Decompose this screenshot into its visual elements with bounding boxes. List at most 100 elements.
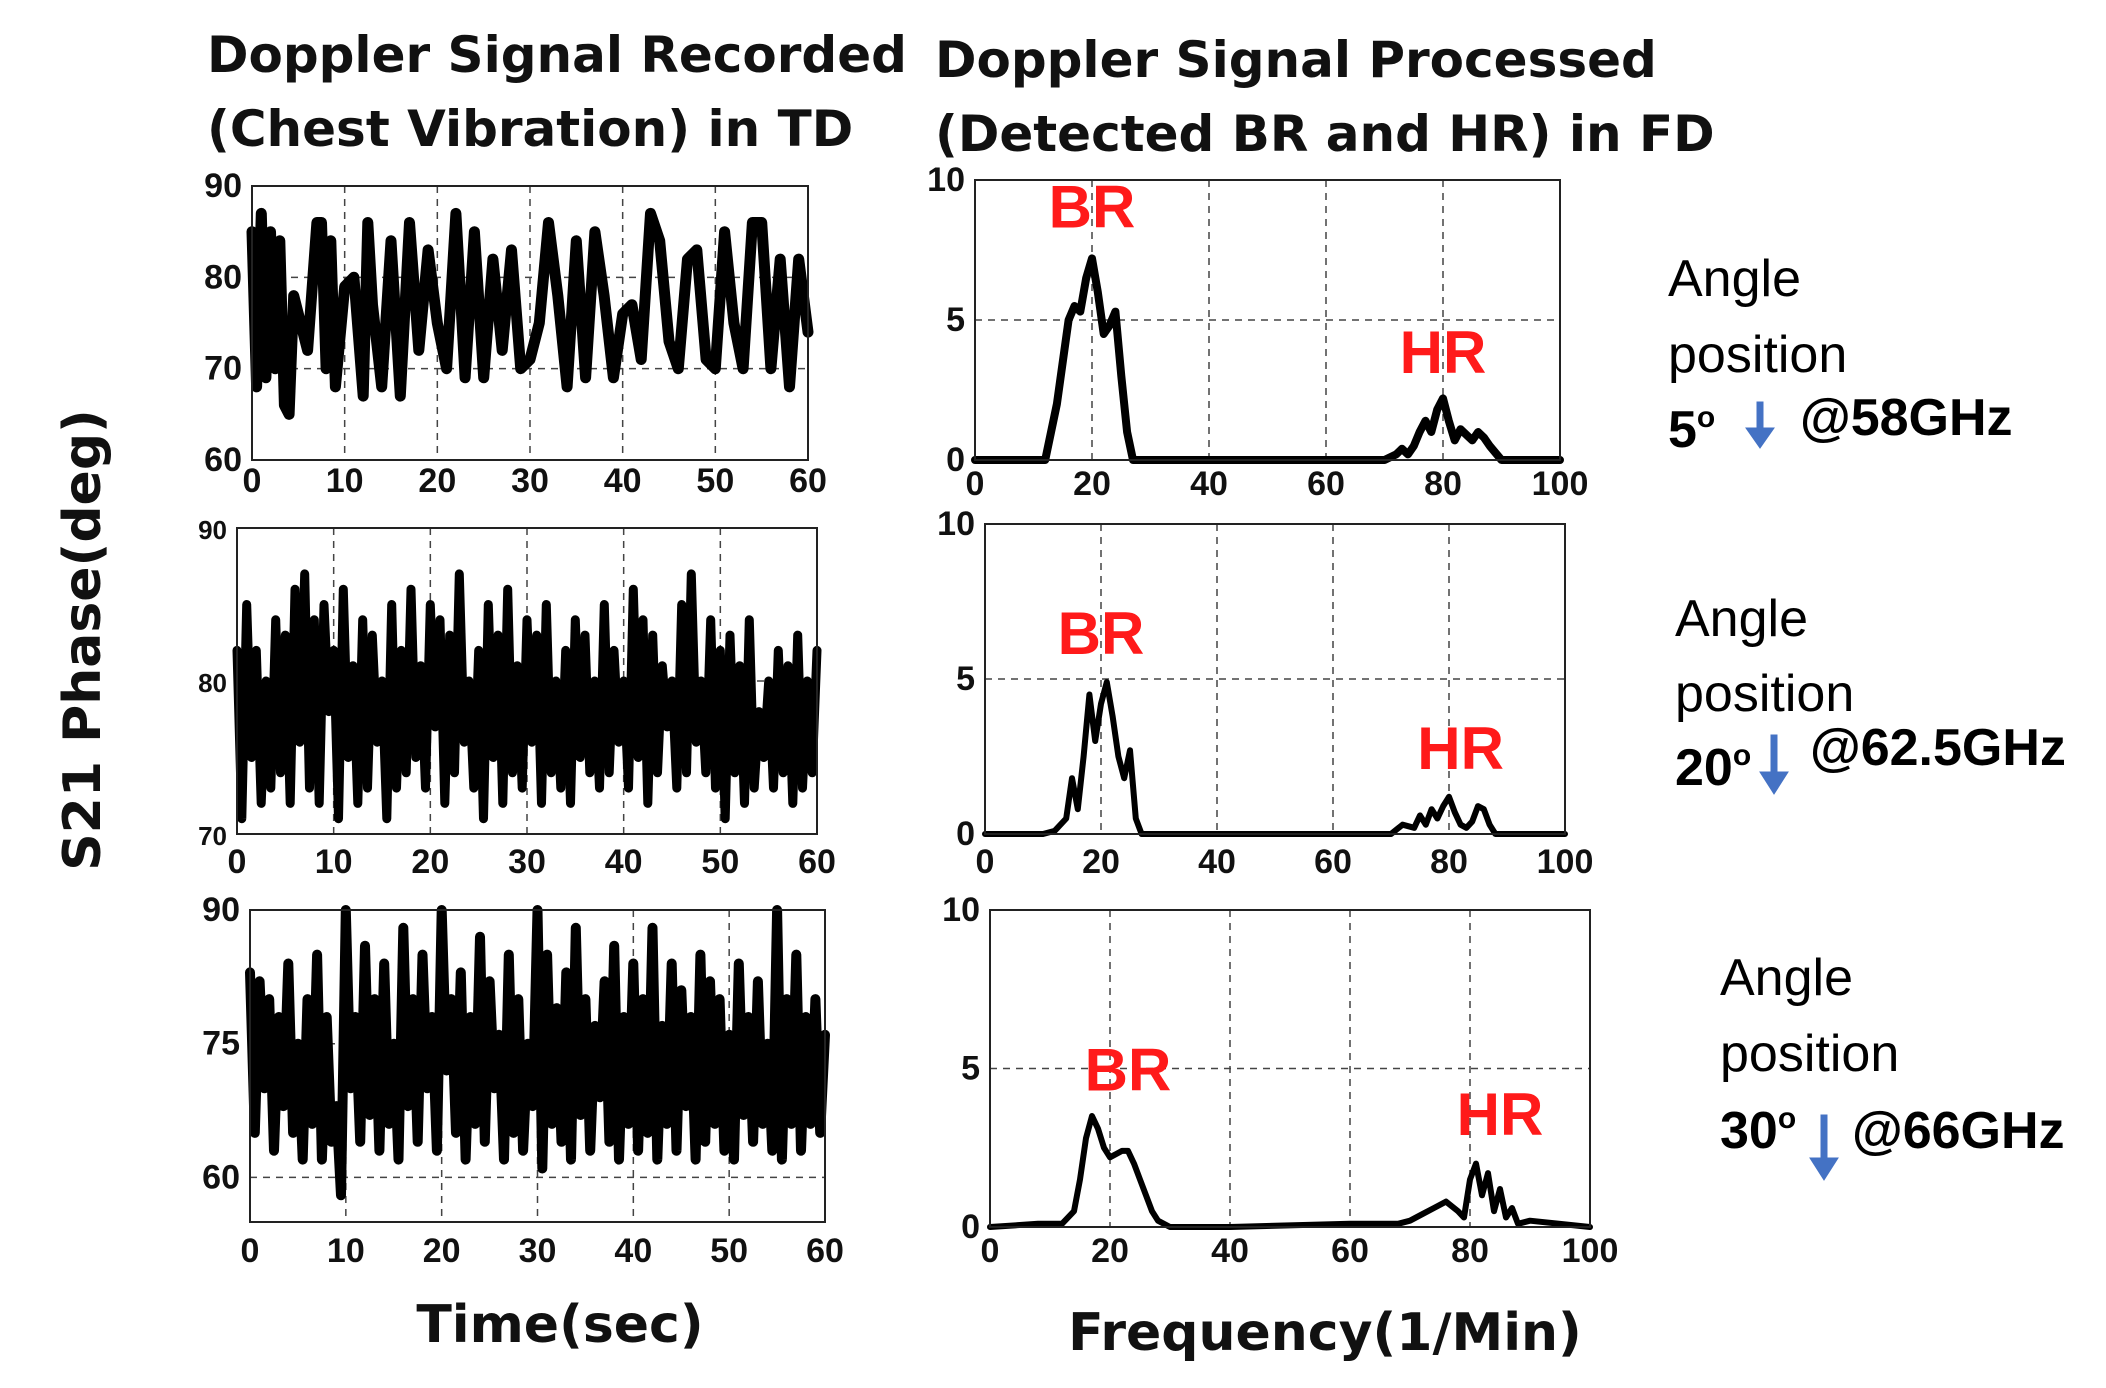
peak-label-hr: HR [1457,1081,1544,1148]
plot-frame [251,185,809,461]
y-tick-label: 10 [942,891,980,929]
series-line [232,569,822,824]
left-title-line2: (Chest Vibration) in TD [207,100,853,158]
peak-label-br: BR [1049,174,1136,241]
y-tick-label: 0 [961,1208,980,1246]
angle-value: 30 [1720,1102,1778,1160]
degree-symbol: o [1733,739,1751,772]
x-tick-label: 40 [1190,465,1228,503]
position-label: position [1675,665,1854,723]
x-tick-label: 60 [1331,1232,1369,1270]
x-tick-label: 60 [1314,843,1352,881]
x-tick-label: 10 [326,462,364,500]
plot-frame [236,527,818,835]
x-tick-label: 20 [1091,1232,1129,1270]
down-arrow-icon [1745,401,1775,449]
y-tick-label: 90 [198,515,227,545]
degree-symbol: o [1697,401,1715,434]
x-tick-label: 20 [411,843,449,881]
x-tick-label: 20 [418,462,456,500]
peak-label-hr: HR [1400,319,1487,386]
frequency-label: @66GHz [1852,1102,2065,1160]
angle-label: Angle [1668,250,1801,308]
y-tick-label: 90 [204,167,242,205]
x-tick-label: 0 [976,843,995,881]
series-line [971,254,1564,464]
annotation-row2: Angle position 20o @62.5GHz [1675,590,2066,797]
y-tick-label: 10 [937,505,975,543]
x-tick-label: 20 [1082,843,1120,881]
y-tick-label: 80 [198,668,227,698]
y-tick-label: 0 [946,441,965,479]
time-chart-row3: 0 10 20 30 40 50 60 60 75 90 [202,891,844,1270]
x-tick-label: 20 [1073,465,1111,503]
down-arrow-icon [1809,1114,1839,1181]
svg-text:30o: 30o [1720,1102,1796,1160]
y-axis-label: S21 Phase(deg) [53,409,113,871]
plot-frame [989,909,1591,1228]
right-title-line1: Doppler Signal Processed [935,31,1657,89]
right-title-line2: (Detected BR and HR) in FD [935,105,1715,163]
y-tick-label: 0 [956,815,975,853]
x-tick-label: 80 [1424,465,1462,503]
position-label: position [1668,326,1847,384]
down-arrow-icon [1759,734,1789,795]
angle-label: Angle [1720,949,1853,1007]
frequency-chart-row1: 0 20 40 60 80 100 0 5 10 BR HR [927,161,1588,503]
x-tick-label: 40 [614,1232,652,1270]
time-chart-row2: 0 10 20 30 40 50 60 70 80 90 [198,515,836,881]
x-tick-label: 0 [966,465,985,503]
y-tick-label: 80 [204,258,242,296]
x-tick-label: 0 [241,1232,260,1270]
plot-frame [249,909,826,1223]
x-tick-label: 40 [1198,843,1236,881]
peak-label-br: BR [1058,600,1145,667]
plot-frame [974,179,1561,461]
x-tick-label: 80 [1451,1232,1489,1270]
angle-value: 20 [1675,739,1733,797]
frequency-chart-row2: 0 20 40 60 80 100 0 5 10 BR HR [937,505,1593,881]
x-tick-label: 30 [508,843,546,881]
x-tick-label: 10 [327,1232,365,1270]
position-label: position [1720,1025,1899,1083]
x-tick-label: 30 [511,462,549,500]
y-tick-label: 60 [202,1158,240,1196]
frequency-chart-row3: 0 20 40 60 80 100 0 5 10 BR HR [942,891,1618,1270]
annotation-row1: Angle position 5o @58GHz [1668,250,2013,459]
y-tick-label: 70 [198,821,227,851]
x-tick-label: 60 [789,462,827,500]
x-tick-label: 0 [981,1232,1000,1270]
frequency-label: @62.5GHz [1810,719,2066,777]
x-tick-label: 60 [798,843,836,881]
x-tick-label: 80 [1430,843,1468,881]
y-tick-label: 70 [204,350,242,388]
y-tick-label: 60 [204,441,242,479]
y-tick-label: 5 [946,301,965,339]
svg-text:5o: 5o [1668,401,1715,459]
x-tick-label: 0 [243,462,262,500]
svg-text:20o: 20o [1675,739,1751,797]
series-line [246,207,814,420]
y-tick-label: 90 [202,891,240,929]
x-tick-label: 100 [1532,465,1589,503]
peak-label-hr: HR [1417,715,1504,782]
left-title-line1: Doppler Signal Recorded [207,26,907,84]
series-line [245,905,830,1201]
x-tick-label: 50 [710,1232,748,1270]
frequency-label: @58GHz [1800,389,2013,447]
peak-label-br: BR [1085,1037,1172,1104]
x-tick-label: 30 [519,1232,557,1270]
x-tick-label: 50 [696,462,734,500]
x-tick-label: 10 [315,843,353,881]
x-tick-label: 60 [806,1232,844,1270]
y-tick-label: 75 [202,1025,240,1063]
x-tick-label: 20 [423,1232,461,1270]
degree-symbol: o [1778,1102,1796,1135]
x-tick-label: 40 [604,462,642,500]
x-tick-label: 100 [1562,1232,1619,1270]
x-tick-label: 40 [1211,1232,1249,1270]
x-tick-label: 0 [228,843,247,881]
y-tick-label: 5 [956,660,975,698]
y-tick-label: 5 [961,1050,980,1088]
